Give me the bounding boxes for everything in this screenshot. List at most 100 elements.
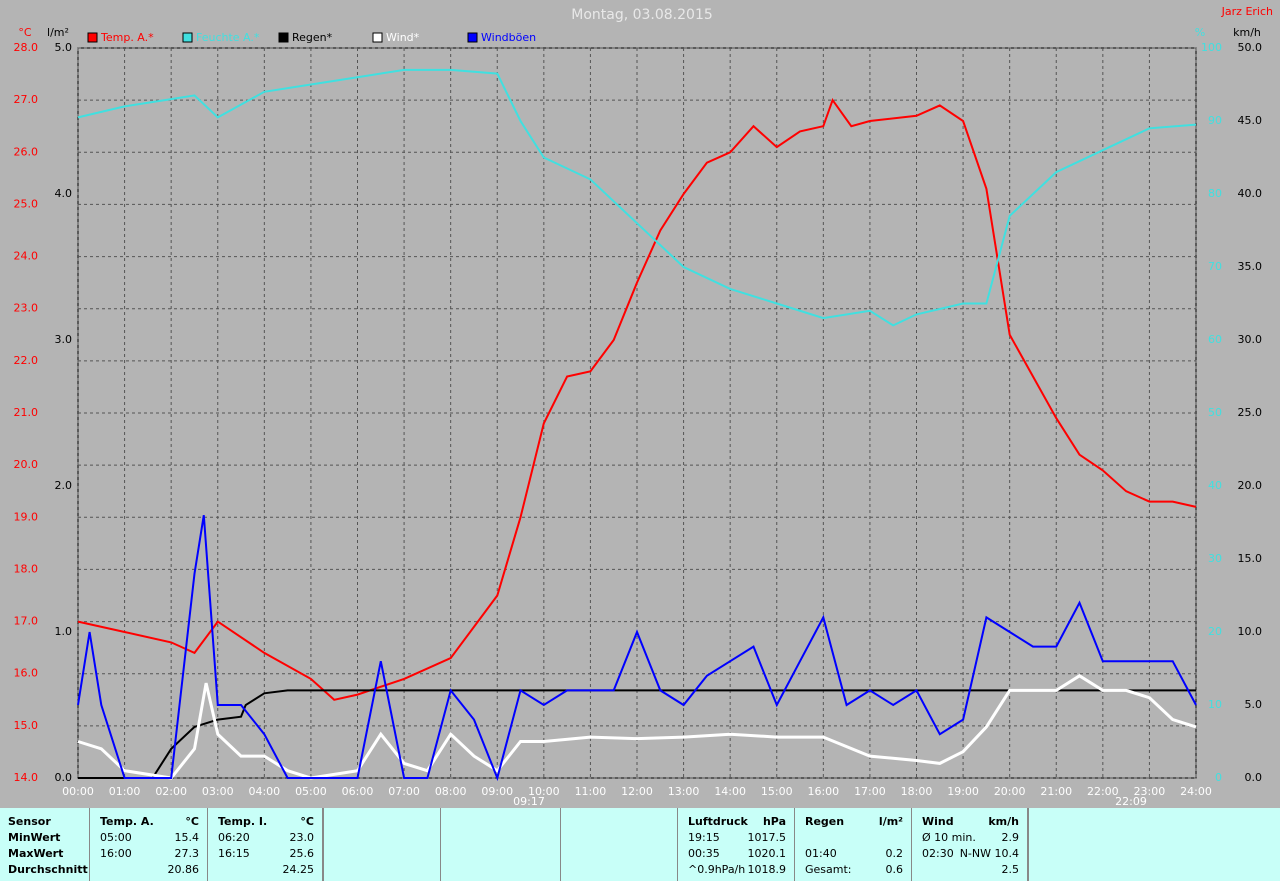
y-tick-label: 15.0 <box>14 719 39 732</box>
legend-label: Wind* <box>386 31 420 44</box>
separator <box>440 808 441 881</box>
table-cell: 1020.1 <box>747 847 787 860</box>
table-cell: 0.2 <box>885 847 904 860</box>
x-tick-label: 03:00 <box>202 785 234 798</box>
y-tick-label: 18.0 <box>14 562 39 575</box>
table-cell: 27.3 <box>174 847 200 860</box>
x-tick-label: 08:00 <box>435 785 467 798</box>
x-tick-label: 24:00 <box>1180 785 1212 798</box>
table-row <box>795 830 911 846</box>
table-cell: 15.4 <box>174 831 200 844</box>
table-cell: 00:35 <box>688 847 720 860</box>
y-tick-label: 25.0 <box>14 197 39 210</box>
y-tick-label: 60 <box>1208 333 1222 346</box>
legend-label: Windböen <box>481 31 536 44</box>
legend-swatch <box>278 32 289 43</box>
axis-unit: °C <box>18 26 32 39</box>
table-section: Luftdruck hPa 19:15 1017.5 00:35 1020.1 ^0.9hP… <box>678 808 795 881</box>
y-tick-label: 20.0 <box>14 458 39 471</box>
table-cell: 05:00 <box>100 831 132 844</box>
x-tick-label: 21:00 <box>1040 785 1072 798</box>
table-row: MinWert <box>0 830 89 846</box>
table-cell: 1017.5 <box>747 831 787 844</box>
y-tick-label: 15.0 <box>1238 552 1263 565</box>
table-row: Gesamt: 0.6 <box>795 862 911 878</box>
chart: Montag, 03.08.2015 Jarz Erich 09:17 22:0… <box>14 5 1274 808</box>
table-row: 01:40 0.2 <box>795 846 911 862</box>
y-tick-label: 23.0 <box>14 302 39 315</box>
y-tick-label: 25.0 <box>1238 406 1263 419</box>
table-row: 20.86 <box>90 862 207 878</box>
y-tick-label: 27.0 <box>14 93 39 106</box>
y-tick-label: 90 <box>1208 114 1222 127</box>
table-cell: Durchschnitt <box>8 863 88 876</box>
legend-swatch <box>87 32 98 43</box>
y-tick-label: 26.0 <box>14 145 39 158</box>
legend-label: Regen* <box>292 31 333 44</box>
table-row: ^0.9hPa/h 1018.9 <box>678 862 794 878</box>
series-line <box>77 68 1197 327</box>
y-tick-label: 4.0 <box>55 187 73 200</box>
table-cell: ^0.9hPa/h <box>688 863 746 876</box>
axis-unit: l/m² <box>47 26 69 39</box>
table-row: 05:00 15.4 <box>90 830 207 846</box>
table-cell: Regen <box>805 815 845 828</box>
y-tick-label: 70 <box>1208 260 1222 273</box>
table-cell: 01:40 <box>805 847 837 860</box>
y-tick-label: 21.0 <box>14 406 39 419</box>
x-tick-label: 07:00 <box>388 785 420 798</box>
table-row: MaxWert <box>0 846 89 862</box>
legend-label: Feuchte A.* <box>196 31 260 44</box>
separator <box>560 808 561 881</box>
table-cell: 10.4 <box>994 847 1020 860</box>
table-section: Sensor MinWert MaxWert Durchschnitt <box>0 808 90 881</box>
x-tick-label: 05:00 <box>295 785 327 798</box>
table-row: Temp. I. °C <box>208 814 322 830</box>
table-row: 19:15 1017.5 <box>678 830 794 846</box>
y-tick-label: 10.0 <box>1238 625 1263 638</box>
y-tick-label: 17.0 <box>14 615 39 628</box>
y-tick-label: 0 <box>1215 771 1222 784</box>
y-tick-label: 0.0 <box>1245 771 1263 784</box>
separator <box>323 808 324 881</box>
table-cell: Temp. I. <box>218 815 268 828</box>
y-tick-label: 10 <box>1208 698 1222 711</box>
x-tick-label: 04:00 <box>248 785 280 798</box>
table-row: Durchschnitt <box>0 862 89 878</box>
table-cell: 1018.9 <box>747 863 787 876</box>
x-tick-label: 22:00 <box>1087 785 1119 798</box>
table-row: 00:35 1020.1 <box>678 846 794 862</box>
table-row: 24.25 <box>208 862 322 878</box>
y-tick-label: 19.0 <box>14 510 39 523</box>
chart-title: Montag, 03.08.2015 <box>571 7 713 23</box>
y-tick-label: 20 <box>1208 625 1222 638</box>
table-cell: 2.9 <box>1001 831 1020 844</box>
table-cell: Temp. A. <box>100 815 154 828</box>
table-row: Luftdruck hPa <box>678 814 794 830</box>
table-section: Temp. A. °C 05:00 15.4 16:00 27.3 20.86 <box>90 808 208 881</box>
table-row: 16:00 27.3 <box>90 846 207 862</box>
table-cell: Luftdruck <box>688 815 748 828</box>
y-tick-label: 1.0 <box>55 625 73 638</box>
table-row: Wind km/h <box>912 814 1027 830</box>
table-cell: 24.25 <box>282 863 315 876</box>
y-tick-label: 40 <box>1208 479 1222 492</box>
table-cell: l/m² <box>878 815 903 828</box>
table-section: Wind km/h Ø 10 min. 2.9 02:30 N-NW 10.4 2.5 <box>912 808 1028 881</box>
table-cell: 02:30 <box>922 847 954 860</box>
y-tick-label: 20.0 <box>1238 479 1263 492</box>
y-tick-label: 16.0 <box>14 667 39 680</box>
table-row: Ø 10 min. 2.9 <box>912 830 1027 846</box>
x-tick-label: 02:00 <box>155 785 187 798</box>
table-row: Regen l/m² <box>795 814 911 830</box>
x-tick-label: 13:00 <box>668 785 700 798</box>
y-tick-label: 40.0 <box>1238 187 1263 200</box>
table-cell: 0.6 <box>885 863 904 876</box>
table-row: 2.5 <box>912 862 1027 878</box>
y-tick-label: 24.0 <box>14 250 39 263</box>
x-tick-label: 16:00 <box>807 785 839 798</box>
x-tick-label: 09:00 <box>481 785 513 798</box>
x-tick-label: 12:00 <box>621 785 653 798</box>
sunrise: 09:17 <box>513 795 545 808</box>
